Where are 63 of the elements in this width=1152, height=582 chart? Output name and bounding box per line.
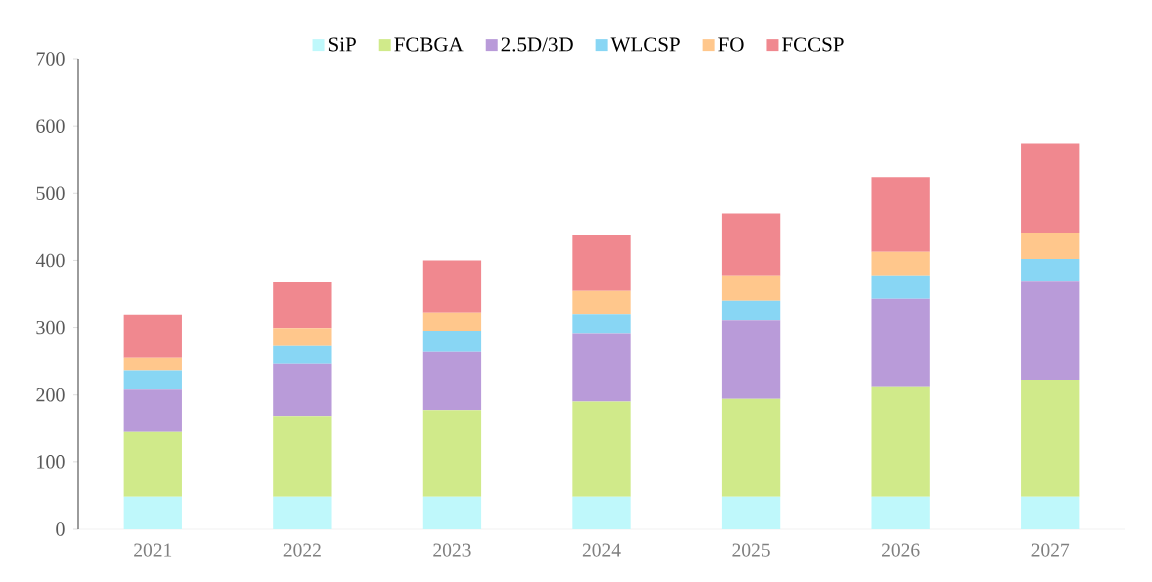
bar [422,260,482,313]
bar [273,363,332,417]
bar [871,275,930,299]
bar [273,328,332,346]
bar [871,251,930,276]
x-tick-label: 2023 [433,543,471,557]
bar [123,370,182,390]
y-tick-label: 300 [36,320,65,335]
bar [123,431,182,497]
bar [273,416,332,497]
bar [721,275,781,301]
bar [123,357,182,371]
bar [721,320,781,399]
y-tick-label: 0 [56,522,65,536]
bar [123,314,182,358]
bar [273,281,332,329]
legend-label: FCCSP [782,37,844,52]
bar [572,314,631,334]
bar [572,401,631,497]
y-tick-label: 200 [36,387,65,402]
bar [273,345,332,364]
bar [721,398,781,497]
bar [721,300,781,321]
bar [572,333,631,402]
x-tick-label: 2024 [582,543,621,557]
y-tick-label: 600 [36,119,65,133]
bar [422,496,482,529]
x-tick-label: 2026 [882,543,920,557]
bar [572,496,631,529]
bar [273,496,332,529]
y-tick-label: 700 [36,52,65,66]
bar [871,298,930,387]
bar [123,389,182,432]
x-tick-label: 2025 [732,543,770,557]
bar [1021,143,1080,233]
bar [572,234,631,291]
bar [422,410,482,497]
bar [1021,379,1080,497]
x-tick-label: 2022 [283,543,321,557]
bar [1021,232,1080,260]
bar [1021,259,1080,282]
legend-label: 2.5D/3D [501,37,573,52]
bar [871,177,930,252]
bar [572,290,631,315]
bar [422,330,482,352]
bar [871,496,930,529]
bar [1021,281,1080,380]
legend-label: WLCSP [610,37,680,52]
legend-label: FCBGA [394,37,464,52]
legend-label: FO [718,37,744,52]
bar [422,312,482,331]
bar [721,496,781,529]
legend-label: SiP [328,37,356,52]
y-tick-label: 100 [37,455,65,469]
x-tick-label: 2021 [134,543,172,557]
bar [422,351,482,411]
y-tick-label: 400 [35,253,65,268]
bar [1021,496,1080,529]
bar [721,213,781,276]
y-tick-label: 500 [36,186,65,201]
x-tick-label: 2027 [1031,543,1070,557]
bar [123,496,182,529]
bar [871,386,930,497]
